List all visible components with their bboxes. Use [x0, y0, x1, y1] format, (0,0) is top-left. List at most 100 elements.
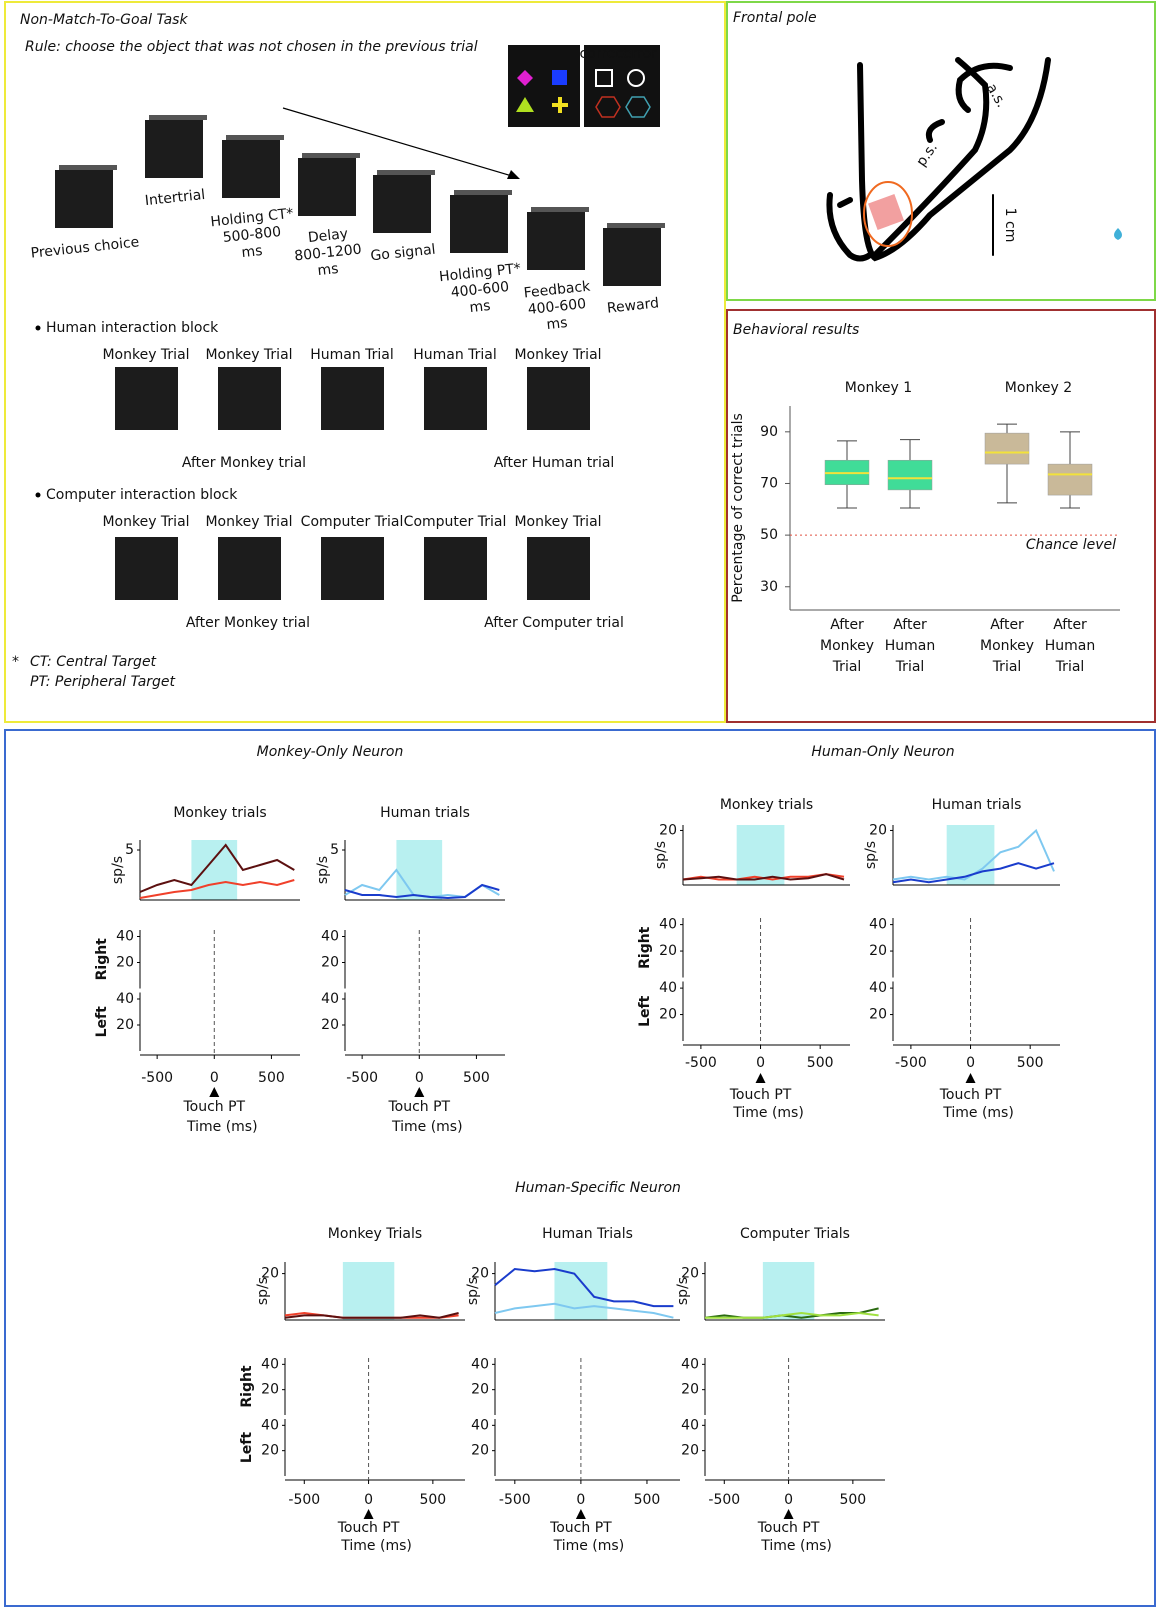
- step-label: Go signal: [370, 242, 437, 265]
- step-label: Feedback: [523, 278, 592, 301]
- raster-tick-label: 20: [869, 943, 887, 959]
- raster-tick-label: 40: [659, 980, 677, 996]
- screen: [222, 140, 280, 198]
- panel-title: Human Trials: [542, 1226, 633, 1242]
- trial-screen: [527, 367, 590, 430]
- psth-tick-label: 5: [125, 842, 134, 858]
- x-tick-label: -500: [141, 1070, 173, 1086]
- psth-ylabel: sp/s: [255, 1277, 271, 1305]
- raster-tick-label: 20: [659, 943, 677, 959]
- event-label: Touch PT: [549, 1520, 612, 1536]
- trial-label: Human Trial: [310, 347, 394, 363]
- event-arrow: [575, 1509, 586, 1519]
- trial-screen: [321, 537, 384, 600]
- trial-label: Monkey Trial: [205, 514, 292, 530]
- psth-tick-label: 20: [261, 1266, 279, 1282]
- x-tick-label: -500: [685, 1055, 717, 1071]
- sulcus-label: p.s.: [913, 140, 940, 170]
- trial-label: Monkey Trial: [102, 347, 189, 363]
- x-tick-label: 500: [258, 1070, 285, 1086]
- trial-screen: [115, 367, 178, 430]
- x-tick-label: -500: [499, 1492, 531, 1508]
- box: [887, 459, 933, 491]
- x-tick-label: Monkey: [980, 638, 1034, 654]
- raster-tick-label: 20: [116, 955, 134, 971]
- step-label: ms: [469, 298, 491, 316]
- scale-label: 1 cm: [1002, 208, 1018, 243]
- x-tick-label: 500: [463, 1070, 490, 1086]
- x-tick-label: 500: [1017, 1055, 1044, 1071]
- x-tick-label: Trial: [1055, 659, 1085, 675]
- legend-correct: correct: [579, 46, 629, 62]
- footnote: CT: Central Target: [30, 654, 157, 670]
- raster-tick-label: 20: [681, 1382, 699, 1398]
- psth-ylabel: sp/s: [653, 841, 669, 869]
- screen: [527, 212, 585, 270]
- x-tick-label: -500: [708, 1492, 740, 1508]
- panel-title: Monkey trials: [173, 805, 266, 821]
- raster-tick-label: 20: [869, 1007, 887, 1023]
- psth-line: [284, 1312, 459, 1319]
- x-axis-label: Time (ms): [942, 1105, 1014, 1121]
- trial-screen: [115, 537, 178, 600]
- screen-top: [607, 223, 665, 228]
- raster-tick-label: 20: [681, 1443, 699, 1459]
- psth-line: [705, 1311, 879, 1319]
- panel-title: Human trials: [380, 805, 470, 821]
- psth-ylabel: sp/s: [675, 1277, 691, 1305]
- x-axis-label: Time (ms): [553, 1538, 625, 1554]
- event-label: Touch PT: [939, 1087, 1002, 1103]
- x-axis-label: Time (ms): [391, 1119, 463, 1135]
- step-label: ms: [317, 261, 339, 279]
- raster-tick-label: 40: [681, 1356, 699, 1372]
- psth-line: [344, 883, 500, 900]
- trial-screen: [218, 537, 281, 600]
- y-tick-label: 30: [760, 579, 778, 595]
- group-label: Monkey 2: [1005, 380, 1072, 396]
- panel-title: Frontal pole: [733, 10, 817, 26]
- x-tick-label: 0: [364, 1492, 373, 1508]
- trial-label: Monkey Trial: [102, 514, 189, 530]
- trial-label: Human Trial: [413, 347, 497, 363]
- arrow-head: [507, 170, 520, 179]
- recording-site: [868, 194, 904, 230]
- reward-drop: [1114, 228, 1122, 240]
- psth-ylabel: sp/s: [863, 841, 879, 869]
- raster-tick-label: 20: [261, 1443, 279, 1459]
- step-label: ms: [241, 243, 263, 261]
- x-axis-label: Time (ms): [732, 1105, 804, 1121]
- screen-top: [59, 165, 117, 170]
- screen: [450, 195, 508, 253]
- x-tick-label: 500: [839, 1492, 866, 1508]
- screen: [373, 175, 431, 233]
- raster-tick-label: 40: [659, 917, 677, 933]
- panel-title: Computer Trials: [740, 1226, 850, 1242]
- event-arrow: [363, 1509, 374, 1519]
- recording-ellipse: [863, 181, 913, 247]
- x-tick-label: After: [990, 617, 1024, 633]
- event-label: Touch PT: [337, 1520, 400, 1536]
- trial-label: Computer Trial: [404, 514, 507, 530]
- event-label: Touch PT: [182, 1099, 245, 1115]
- x-tick-label: 500: [419, 1492, 446, 1508]
- raster-row-label: Left: [637, 995, 653, 1027]
- task-panel: [4, 1, 726, 723]
- screen: [145, 120, 203, 178]
- y-tick-label: 90: [760, 424, 778, 440]
- frontal-pole-panel: [726, 1, 1156, 301]
- raster-tick-label: 40: [116, 991, 134, 1007]
- screen-top: [226, 135, 284, 140]
- after-label: After Computer trial: [484, 615, 624, 631]
- x-tick-label: 0: [210, 1070, 219, 1086]
- psth-line: [139, 843, 295, 893]
- neuron-title: Human-Only Neuron: [811, 744, 954, 760]
- x-tick-label: Human: [885, 638, 936, 654]
- panel-title: Monkey Trials: [328, 1226, 422, 1242]
- neuron-title: Human-Specific Neuron: [515, 1180, 681, 1196]
- raster-tick-label: 40: [261, 1417, 279, 1433]
- event-arrow: [965, 1073, 976, 1083]
- highlight: [762, 1262, 815, 1320]
- event-label: Touch PT: [729, 1087, 792, 1103]
- psth-ylabel: sp/s: [465, 1277, 481, 1305]
- step-label: 800-1200: [294, 242, 363, 265]
